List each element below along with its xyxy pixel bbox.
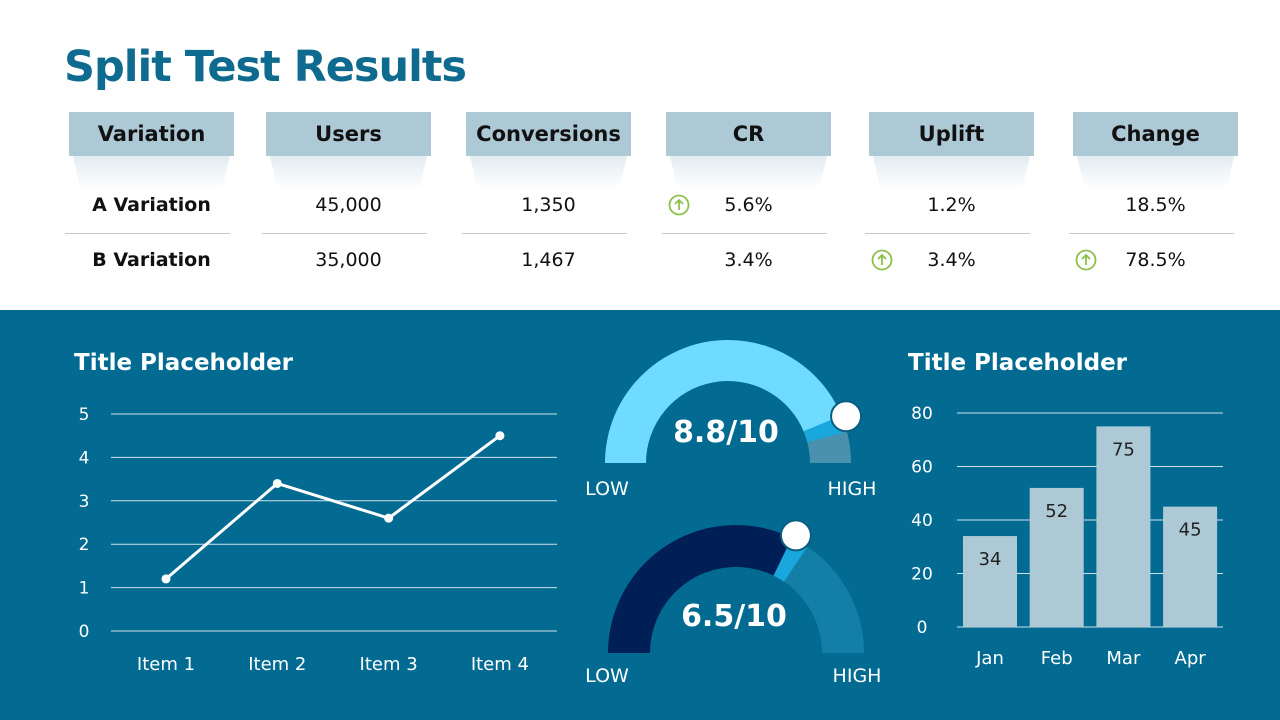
bar — [1096, 426, 1151, 627]
gauge-high-label: HIGH — [828, 478, 877, 500]
column-header-cr: CR — [666, 112, 831, 156]
up-arrow-icon — [871, 249, 893, 271]
gauge-value: 6.5/10 — [681, 599, 787, 634]
data-point — [161, 574, 171, 584]
gauge-filled-arc — [605, 339, 843, 463]
x-tick-label: Apr — [1175, 648, 1207, 669]
bar-data-label: 45 — [1179, 520, 1202, 541]
x-tick-label: Item 2 — [248, 654, 306, 675]
x-tick-label: Mar — [1106, 648, 1141, 669]
table-cell: 3.4% — [724, 249, 773, 271]
y-tick-label: 40 — [911, 511, 933, 531]
row-divider — [462, 233, 627, 234]
table-cell: 45,000 — [315, 194, 382, 216]
gauge-low-label: LOW — [585, 665, 629, 687]
bar — [963, 536, 1017, 627]
gauge-high-label: HIGH — [833, 665, 882, 687]
row-divider — [662, 233, 827, 234]
bar-data-label: 34 — [979, 549, 1002, 570]
y-tick-label: 2 — [79, 535, 90, 555]
line-chart-title: Title Placeholder — [74, 350, 294, 376]
column-header-uplift: Uplift — [869, 112, 1034, 156]
column-header-conversions: Conversions — [466, 112, 631, 156]
x-tick-label: Item 1 — [137, 654, 195, 675]
table-cell: 1,350 — [521, 194, 576, 216]
data-point — [495, 431, 505, 441]
table-cell: 78.5% — [1125, 249, 1186, 271]
up-arrow-icon — [1075, 249, 1097, 271]
y-tick-label: 4 — [79, 448, 90, 468]
column-header-change: Change — [1073, 112, 1238, 156]
table-cell: B Variation — [92, 249, 211, 271]
x-tick-label: Item 3 — [360, 654, 418, 675]
column-header-users: Users — [266, 112, 431, 156]
x-tick-label: Feb — [1041, 648, 1073, 669]
y-tick-label: 80 — [911, 404, 933, 424]
x-tick-label: Jan — [975, 648, 1004, 669]
gauge-remaining-arc — [775, 538, 864, 653]
gauge-knob — [830, 400, 863, 433]
table-cell: 3.4% — [927, 249, 976, 271]
table-cell: A Variation — [92, 194, 211, 216]
y-tick-label: 5 — [79, 405, 90, 425]
y-tick-label: 3 — [79, 492, 90, 512]
gauge-value: 8.8/10 — [673, 415, 779, 450]
bar — [1163, 506, 1218, 627]
column-header-variation: Variation — [69, 112, 234, 156]
bar-data-label: 52 — [1045, 501, 1068, 522]
line-series — [165, 434, 501, 581]
table-cell: 5.6% — [724, 194, 773, 216]
bar — [1029, 487, 1084, 627]
table-cell: 35,000 — [315, 249, 382, 271]
gauge-low-label: LOW — [585, 478, 629, 500]
table-cell: 1.2% — [927, 194, 976, 216]
data-point — [384, 513, 394, 523]
y-tick-label: 0 — [79, 622, 90, 642]
row-divider — [262, 233, 427, 234]
y-tick-label: 1 — [79, 579, 90, 599]
bar-data-label: 75 — [1112, 439, 1135, 460]
table-cell: 1,467 — [521, 249, 576, 271]
gauge-filled-arc — [608, 525, 795, 653]
row-divider — [65, 233, 230, 234]
y-tick-label: 20 — [911, 565, 933, 585]
page-title: Split Test Results — [64, 42, 467, 92]
row-divider — [865, 233, 1030, 234]
up-arrow-icon — [668, 194, 690, 216]
bar-chart-title: Title Placeholder — [908, 350, 1128, 376]
x-tick-label: Item 4 — [471, 654, 529, 675]
table-cell: 18.5% — [1125, 194, 1186, 216]
data-point — [272, 478, 282, 488]
y-tick-label: 0 — [917, 618, 928, 638]
y-tick-label: 60 — [911, 458, 933, 478]
gauge-knob — [779, 519, 812, 552]
row-divider — [1069, 233, 1234, 234]
